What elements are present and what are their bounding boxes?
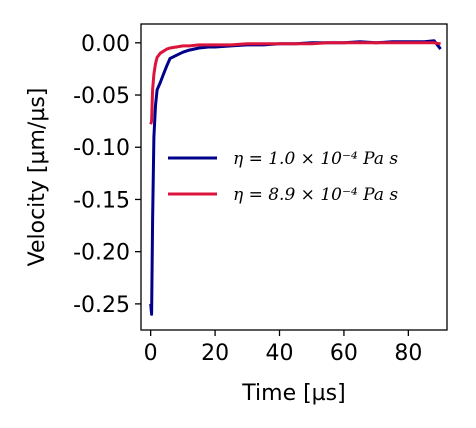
x-tick-label: 40	[266, 341, 294, 366]
series-line-2	[149, 41, 441, 125]
y-tick-label: -0.15	[73, 188, 130, 213]
y-tick-label: -0.05	[73, 84, 130, 109]
y-tick-label: -0.20	[73, 241, 130, 266]
y-tick-label: -0.10	[73, 136, 130, 161]
x-tick-label: 60	[330, 341, 358, 366]
x-axis-label: Time [µs]	[241, 381, 345, 406]
plot-frame	[140, 23, 448, 331]
legend-label-2: η = 8.9 × 10⁻⁴ Pa s	[233, 185, 398, 205]
series-layer	[149, 39, 442, 316]
legend: η = 1.0 × 10⁻⁴ Pa s η = 8.9 × 10⁻⁴ Pa s	[168, 149, 398, 205]
x-tick-label: 20	[201, 341, 229, 366]
y-axis-label: Velocity [µm/µs]	[25, 88, 50, 267]
x-tick-label: 80	[394, 341, 422, 366]
legend-label-1: η = 1.0 × 10⁻⁴ Pa s	[233, 149, 398, 169]
y-tick-label: 0.00	[81, 32, 130, 57]
ticks-layer: 0 20 40 60 80 0.00 -0.05 -0.10 -0.15 -0.20 -0.25	[73, 32, 422, 366]
series-line-1	[149, 39, 442, 316]
y-tick-label: -0.25	[73, 293, 130, 318]
x-tick-label: 0	[144, 341, 158, 366]
